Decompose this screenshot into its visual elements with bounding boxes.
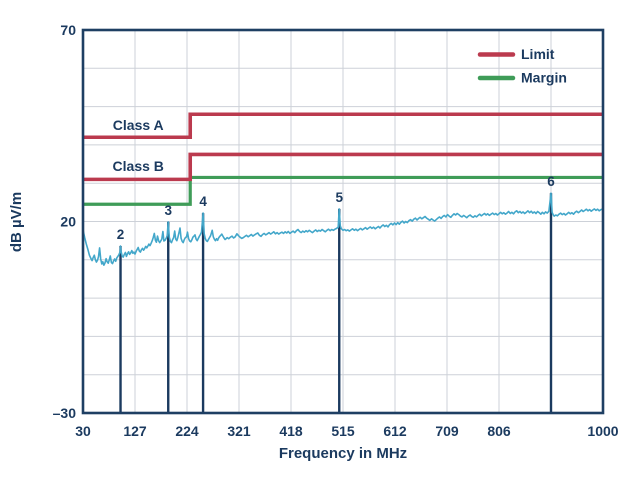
measurement-trace <box>82 192 604 266</box>
x-tick-418: 418 <box>279 423 303 439</box>
plot-border <box>81 28 605 415</box>
x-tick-30: 30 <box>75 423 91 439</box>
peak-marker-number: 6 <box>547 174 555 189</box>
legend: Limit Margin <box>477 46 567 86</box>
class-a-label: Class A <box>113 117 164 133</box>
x-tick-806: 806 <box>487 423 511 439</box>
peak-marker-number: 2 <box>117 227 125 242</box>
peak-marker-number: 4 <box>199 194 207 209</box>
x-tick-321: 321 <box>227 423 251 439</box>
peak-marker-number: 5 <box>335 190 343 205</box>
x-axis: 30 127 224 321 418 515 612 709 806 1000 <box>75 423 619 439</box>
y-tick-20: 20 <box>60 214 76 230</box>
peak-markers: 2 3 4 5 6 <box>117 174 555 413</box>
x-tick-612: 612 <box>383 423 407 439</box>
x-tick-127: 127 <box>123 423 147 439</box>
class-a-limit-line <box>83 112 603 140</box>
y-tick-minus30: –30 <box>53 405 77 421</box>
x-tick-1000: 1000 <box>587 423 618 439</box>
x-tick-515: 515 <box>331 423 355 439</box>
y-axis: 70 20 –30 <box>53 22 77 421</box>
gridlines <box>83 30 603 413</box>
limit-legend-label: Limit <box>521 46 555 62</box>
class-b-limit-line <box>83 152 603 182</box>
x-tick-709: 709 <box>435 423 459 439</box>
x-tick-224: 224 <box>175 423 199 439</box>
y-axis-title: dB µV/m <box>8 192 25 252</box>
class-b-label: Class B <box>113 158 164 174</box>
peak-marker-number: 3 <box>164 203 172 218</box>
margin-line <box>83 175 603 206</box>
margin-legend-label: Margin <box>521 70 567 86</box>
y-tick-70: 70 <box>60 22 76 38</box>
x-axis-title: Frequency in MHz <box>279 445 407 462</box>
